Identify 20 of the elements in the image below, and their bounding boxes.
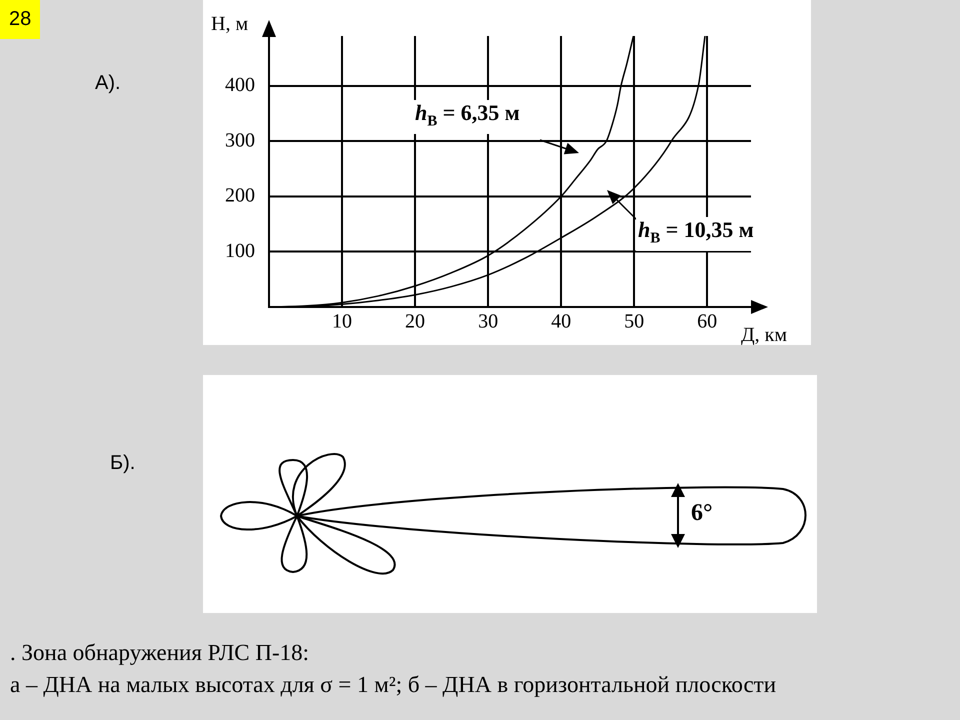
text: Б). <box>110 452 136 475</box>
annotation: h$_{В}$ = 6,35 м <box>413 100 522 134</box>
y-tick-label: 400 <box>225 74 255 96</box>
x-tick-label: 20 <box>405 310 426 332</box>
y-axis-title: H, м <box>211 13 248 35</box>
y-tick-label: 200 <box>225 184 255 207</box>
text: А). <box>95 72 121 95</box>
x-tick-label: 30 <box>478 310 498 332</box>
text: 6° <box>691 500 713 527</box>
y-tick-label: 300 <box>225 129 255 152</box>
y-tick-label: 100 <box>225 240 255 262</box>
x-axis-title: Д, км <box>741 324 788 346</box>
text: 28 <box>0 0 40 39</box>
text: . Зона обнаружения РЛС П-18: <box>10 640 310 666</box>
x-tick-label: 40 <box>551 310 572 332</box>
x-tick-label: 50 <box>624 310 644 332</box>
annotation: h$_{В}$ = 10,35 м <box>636 217 756 252</box>
text: а – ДНА на малых высотах для σ = 1 м²; б – ДНА в горизонтальной плоскости <box>10 672 776 698</box>
x-tick-label: 60 <box>697 310 718 332</box>
x-tick-label: 10 <box>332 310 352 332</box>
